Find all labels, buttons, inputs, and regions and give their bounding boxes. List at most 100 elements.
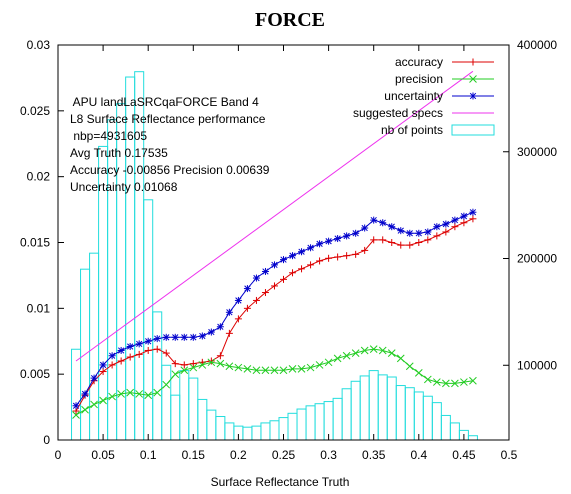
point-marker [460, 378, 468, 386]
point-marker [136, 340, 143, 348]
histogram-bar [170, 394, 181, 441]
series-line [75, 211, 474, 407]
point-marker [414, 368, 423, 377]
annotation-line: nbp=4931605 [70, 129, 147, 143]
y-left-tick-label: 0 [43, 433, 50, 447]
point-marker [162, 380, 171, 389]
histogram-bar [386, 376, 397, 441]
point-marker [261, 366, 270, 375]
legend-label: suggested specs [353, 106, 443, 120]
point-marker [271, 261, 278, 269]
histogram-bar [467, 435, 478, 441]
point-marker [360, 346, 369, 355]
point-marker [90, 400, 98, 409]
point-marker [370, 216, 377, 224]
histogram-bar [71, 348, 82, 441]
histogram-bar [224, 422, 235, 441]
point-marker [226, 309, 233, 316]
point-marker [342, 351, 351, 360]
y-right-tick-label: 100000 [517, 358, 557, 372]
point-marker [243, 365, 252, 373]
point-marker [154, 335, 161, 342]
histogram-bar [251, 425, 262, 441]
x-tick-label: 0.3 [320, 448, 337, 462]
point-marker [469, 376, 477, 385]
point-marker [127, 343, 134, 350]
y-left-tick-label: 0.005 [20, 367, 50, 381]
legend-entry: nb of points [381, 123, 495, 137]
annotation-line: APU landLaSRCqaFORCE Band 4 [70, 95, 259, 109]
point-marker [316, 240, 323, 247]
point-marker [163, 334, 170, 341]
series-accuracy [72, 215, 477, 415]
point-marker [424, 228, 431, 236]
point-marker [460, 213, 468, 220]
point-marker [433, 223, 440, 230]
point-marker [117, 347, 125, 354]
histogram-bar [287, 412, 298, 441]
histogram-bar [404, 387, 415, 441]
annotation-line: Uncertainty 0.01068 [70, 180, 178, 194]
histogram-bar [242, 426, 253, 441]
x-axis-label: Surface Reflectance Truth [211, 475, 350, 489]
legend-entry: accuracy [395, 55, 494, 69]
point-marker [442, 220, 450, 228]
point-marker [297, 365, 306, 373]
point-marker [180, 366, 189, 375]
point-marker [153, 388, 162, 397]
histogram-bar [359, 375, 370, 441]
point-marker [72, 411, 80, 419]
point-marker [325, 238, 332, 245]
point-marker [469, 209, 477, 216]
point-marker [361, 224, 368, 232]
point-marker [235, 297, 242, 304]
series-line [75, 218, 474, 412]
point-marker [135, 390, 144, 398]
histogram-bar [395, 385, 406, 441]
point-marker [423, 375, 432, 384]
point-marker [253, 274, 260, 282]
y-left-tick-label: 0.03 [27, 38, 51, 52]
point-marker [72, 402, 80, 409]
point-marker [144, 391, 153, 400]
x-tick-label: 0.5 [501, 448, 518, 462]
point-marker [289, 252, 296, 259]
x-tick-label: 0.35 [362, 448, 386, 462]
series-lines [72, 70, 477, 419]
point-marker [288, 365, 297, 373]
point-marker [99, 361, 107, 369]
histogram-bar [89, 252, 100, 441]
histogram-bar [413, 391, 424, 441]
point-marker [315, 361, 324, 369]
series-line [75, 70, 474, 362]
series-precision [72, 345, 477, 419]
point-marker [117, 390, 125, 398]
annotation-line: Avg Truth 0.17535 [70, 146, 168, 160]
point-marker [405, 362, 414, 371]
point-marker [469, 75, 477, 83]
histogram-bar [305, 405, 316, 441]
x-tick-label: 0.45 [452, 448, 476, 462]
point-marker [81, 405, 89, 414]
legend-entry: suggested specs [353, 106, 494, 120]
series-uncertainty [72, 208, 477, 410]
legend-label: uncertainty [384, 89, 443, 103]
histogram-bar [188, 377, 199, 441]
histogram-bar [449, 422, 460, 441]
point-marker [225, 362, 234, 371]
legend-entry: precision [395, 72, 494, 86]
point-marker [244, 285, 251, 292]
x-tick-label: 0.25 [272, 448, 296, 462]
point-marker [415, 230, 422, 237]
point-marker [451, 379, 459, 388]
point-marker [379, 219, 386, 226]
point-marker [199, 332, 206, 340]
y-left-tick-label: 0.01 [27, 301, 51, 315]
point-marker [181, 334, 188, 341]
point-marker [469, 92, 477, 100]
x-tick-label: 0.2 [230, 448, 247, 462]
x-tick-label: 0.15 [182, 448, 206, 462]
point-marker [262, 268, 269, 275]
histogram-bar [161, 364, 172, 441]
